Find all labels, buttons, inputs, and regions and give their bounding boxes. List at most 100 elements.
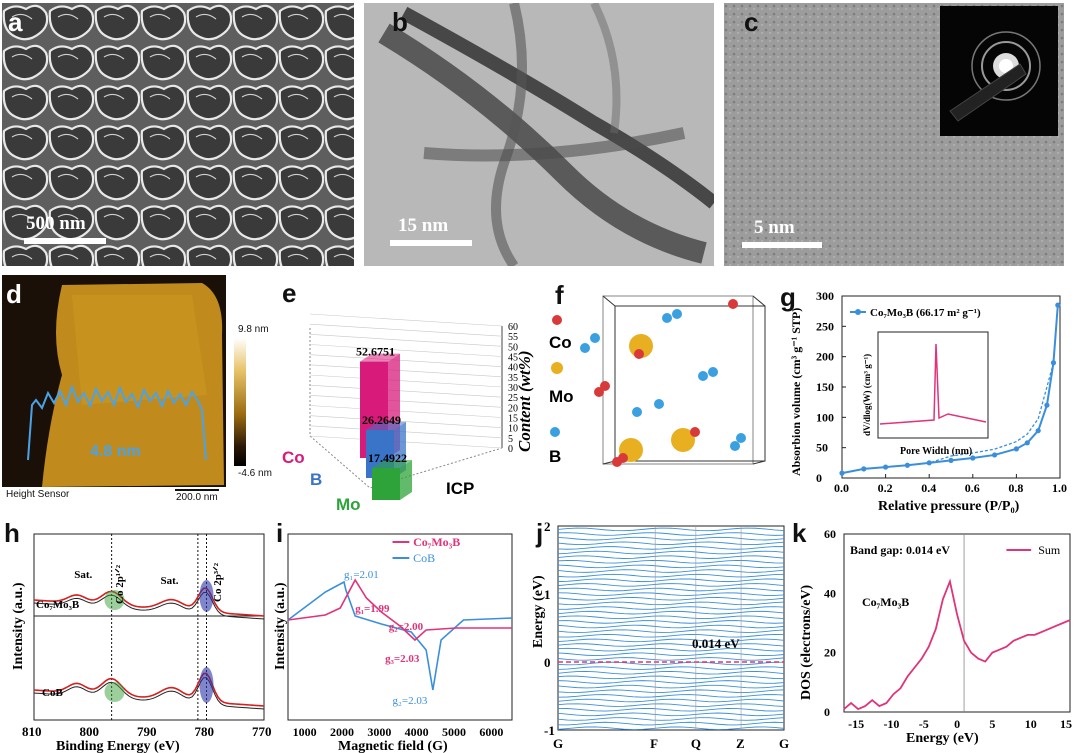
grid-line [309, 384, 503, 398]
plot-frame [557, 525, 785, 731]
g-value-label: g₁=1.99 [355, 603, 390, 615]
sample-label: Co₇Mo₃B [36, 599, 80, 611]
band-line [557, 587, 785, 592]
z-axis-label: Content (wt%) [515, 350, 534, 452]
thickness-label: 4.8 nm [90, 443, 141, 460]
panel-label-e: e [282, 280, 297, 308]
y-tick-label: 150 [816, 380, 834, 394]
bar-value-label: 52.6751 [356, 345, 395, 359]
peak-fill-bottom [199, 667, 214, 703]
scale-bar-c [742, 242, 822, 248]
panel-label-b: b [392, 7, 408, 37]
afm-image: d 4.8 nm [2, 275, 226, 487]
data-point [861, 466, 867, 472]
z-tick-label: 40 [508, 363, 518, 374]
panel-g: g 0.0 0.2 0.4 0.6 0.8 1.0 0 50 100 150 200 250 300 Co… [780, 282, 1075, 517]
band-line [557, 559, 785, 564]
panel-c: c 5 nm [724, 3, 1064, 266]
y-tick-label: 0 [824, 705, 830, 719]
z-tick-label: 10 [508, 424, 518, 435]
x-tick-label: 3000 [367, 725, 391, 739]
category-label: B [310, 470, 322, 489]
diffraction-pattern [949, 31, 1041, 122]
category-label: Mo [336, 495, 361, 510]
data-point [1044, 402, 1050, 408]
scale-label-a: 500 nm [26, 213, 86, 234]
y-axis-label: Energy (eV) [531, 575, 546, 648]
panel-k: k -15 -10 -5 0 5 10 15 0 20 40 60 Sum Band gap: 0.01… [790, 520, 1078, 753]
panel-e: e 0 5 10 15 20 25 30 35 40 45 50 55 60 52.6751 Co 26.26… [280, 280, 536, 510]
band-line [557, 578, 785, 583]
x-tick-label: 0.2 [878, 481, 893, 495]
plot-frame [33, 533, 265, 721]
x-tick-label: 0 [954, 717, 960, 731]
band-line [557, 726, 785, 731]
peak-label: Co 2p³ᐟ² [212, 562, 224, 602]
peak-fill-top-2 [104, 590, 125, 610]
x-tick-label: 5000 [442, 725, 466, 739]
chart-g: 0.0 0.2 0.4 0.6 0.8 1.0 0 50 100 150 200 250 300 Co₇M… [789, 289, 1067, 514]
g-value-label: g₂=2.00 [389, 621, 424, 633]
grid-line [309, 334, 503, 347]
band-line [557, 592, 785, 596]
band-line [557, 712, 785, 717]
band-line [557, 633, 785, 638]
grid-line [309, 364, 503, 378]
band-line [557, 606, 785, 610]
band-line [557, 569, 785, 573]
panel-d: d 4.8 nm 9.8 nm -4.6 nm Height Sensor 20… [2, 275, 278, 507]
data-point [904, 462, 910, 468]
bar-value-label: 26.2649 [362, 413, 401, 427]
x-tick-label: 5 [989, 717, 995, 731]
floor-grid [309, 328, 503, 489]
data-point [1024, 440, 1030, 446]
data-point [1013, 446, 1019, 452]
band-line [557, 694, 785, 698]
y-tick-label: 250 [816, 319, 834, 333]
band-line [557, 652, 785, 657]
band-line [557, 638, 785, 643]
peak-label: Co 2p¹ᐟ² [114, 564, 126, 604]
band-line [557, 550, 785, 555]
y-tick-label: 0 [816, 471, 822, 485]
grid-line [309, 395, 503, 408]
x-tick-label: 810 [22, 724, 42, 739]
afm-colorbar [234, 338, 246, 466]
sem-image [2, 3, 354, 266]
x-tick-label: 1000 [293, 725, 317, 739]
band-line [557, 573, 785, 578]
plot-frame [287, 533, 513, 721]
y-tick-label: 40 [824, 586, 836, 600]
xps-data-bottom [33, 677, 265, 710]
x-tick-label: 800 [80, 724, 100, 739]
series-cob [287, 580, 513, 691]
data-point [926, 460, 932, 466]
band-line [557, 555, 785, 559]
data-point [1050, 360, 1057, 366]
saed-inset [940, 6, 1058, 136]
grid-line [309, 374, 503, 388]
band-line [557, 721, 785, 726]
x-tick-label: 0.0 [834, 481, 849, 495]
y-tick-label: 2 [544, 520, 551, 534]
z-tick-label: 0 [508, 444, 513, 455]
legend-label: Co₇Mo₃B (66.17 m² g⁻¹) [870, 307, 981, 319]
z-tick-label: 45 [508, 353, 518, 364]
x-tick-label: 4000 [405, 725, 429, 739]
y-tick-label: 50 [816, 441, 828, 455]
band-line [557, 620, 785, 624]
dos-curve [843, 578, 1071, 711]
band-line [557, 698, 785, 703]
band-line [557, 643, 785, 647]
grid-line [309, 323, 503, 337]
inset-pore-curve [879, 343, 987, 425]
plot-frame [843, 533, 1071, 713]
panel-label-k: k [792, 520, 807, 548]
z-tick-label: 30 [508, 383, 518, 394]
g-value-label: g₃=2.03 [385, 653, 420, 665]
data-point [1055, 302, 1061, 308]
z-tick-label: 5 [508, 434, 513, 445]
band-line [557, 601, 785, 606]
